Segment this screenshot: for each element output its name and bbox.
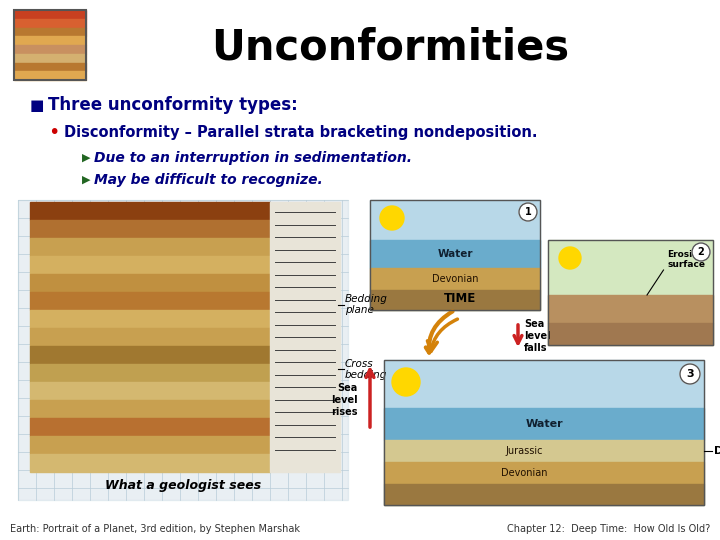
Bar xyxy=(14,54,86,63)
Text: May be difficult to recognize.: May be difficult to recognize. xyxy=(94,173,323,187)
Bar xyxy=(30,256,270,274)
Circle shape xyxy=(680,364,700,384)
Text: 2: 2 xyxy=(698,247,704,257)
Text: Chapter 12:  Deep Time:  How Old Is Old?: Chapter 12: Deep Time: How Old Is Old? xyxy=(507,524,710,534)
Bar xyxy=(30,454,270,472)
Text: Bedding
plane: Bedding plane xyxy=(345,294,388,315)
Text: Jurassic: Jurassic xyxy=(505,446,543,456)
Bar xyxy=(14,10,86,80)
Text: What a geologist sees: What a geologist sees xyxy=(105,479,261,492)
Circle shape xyxy=(392,368,420,396)
Bar xyxy=(30,274,270,292)
Bar xyxy=(370,268,540,290)
Bar xyxy=(14,28,86,36)
Text: ▶: ▶ xyxy=(82,153,91,163)
Bar xyxy=(384,408,704,440)
Bar xyxy=(14,36,86,45)
Text: Unconformities: Unconformities xyxy=(211,27,569,69)
Text: Disconformity: Disconformity xyxy=(714,446,720,456)
Bar xyxy=(548,295,713,323)
FancyArrowPatch shape xyxy=(428,319,457,352)
Bar xyxy=(14,19,86,28)
Bar xyxy=(30,436,270,454)
Text: TIME: TIME xyxy=(444,292,476,305)
Text: Earth: Portrait of a Planet, 3rd edition, by Stephen Marshak: Earth: Portrait of a Planet, 3rd edition… xyxy=(10,524,300,534)
Bar xyxy=(14,45,86,54)
Bar xyxy=(384,360,704,505)
Text: 3: 3 xyxy=(686,369,694,379)
Bar xyxy=(270,202,340,472)
Bar xyxy=(548,323,713,345)
Bar xyxy=(14,71,86,80)
Circle shape xyxy=(559,247,581,269)
Text: Devonian: Devonian xyxy=(500,468,547,478)
Text: 1: 1 xyxy=(525,207,531,217)
Bar xyxy=(30,238,270,256)
Bar xyxy=(30,202,270,220)
Text: Three unconformity types:: Three unconformity types: xyxy=(48,96,298,114)
Bar xyxy=(370,290,540,310)
Bar xyxy=(384,484,704,505)
Bar xyxy=(14,63,86,71)
Bar xyxy=(384,440,704,462)
Text: ■: ■ xyxy=(30,98,45,112)
Circle shape xyxy=(692,243,710,261)
Bar xyxy=(384,360,704,505)
Bar xyxy=(30,328,270,346)
Bar xyxy=(18,200,348,500)
Bar xyxy=(384,462,704,484)
Bar xyxy=(548,240,713,345)
Bar xyxy=(30,418,270,436)
Text: Water: Water xyxy=(437,249,473,259)
Bar xyxy=(14,10,86,19)
Bar xyxy=(370,240,540,268)
Text: Disconformity – Parallel strata bracketing nondeposition.: Disconformity – Parallel strata bracketi… xyxy=(64,125,538,139)
Text: Devonian: Devonian xyxy=(432,274,478,284)
Bar xyxy=(370,200,540,310)
Text: Sea
level
rises: Sea level rises xyxy=(331,383,358,416)
Bar xyxy=(30,382,270,400)
Bar xyxy=(548,240,713,345)
Text: Sea
level
falls: Sea level falls xyxy=(524,319,551,353)
Text: Cross
bedding: Cross bedding xyxy=(345,359,387,380)
Circle shape xyxy=(519,203,537,221)
Circle shape xyxy=(380,206,404,230)
Bar xyxy=(370,200,540,310)
Text: Erosion
surface: Erosion surface xyxy=(667,250,705,269)
Bar xyxy=(30,310,270,328)
Bar xyxy=(30,292,270,310)
Text: Water: Water xyxy=(525,419,563,429)
Text: •: • xyxy=(48,123,59,141)
Bar xyxy=(30,400,270,418)
Text: Due to an interruption in sedimentation.: Due to an interruption in sedimentation. xyxy=(94,151,412,165)
Bar xyxy=(30,346,270,364)
Bar xyxy=(30,220,270,238)
Bar xyxy=(30,364,270,382)
Text: ▶: ▶ xyxy=(82,175,91,185)
